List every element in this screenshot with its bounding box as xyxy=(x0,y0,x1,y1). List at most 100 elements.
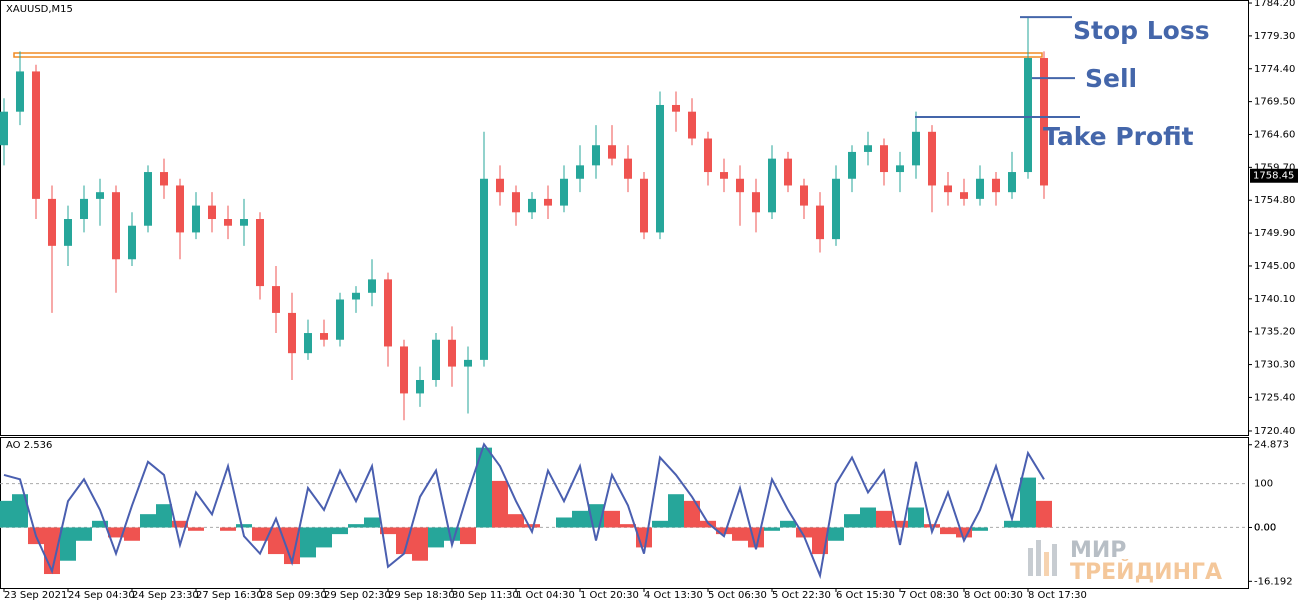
histogram-bar xyxy=(300,527,316,558)
candle-body xyxy=(48,198,56,246)
histogram-bar xyxy=(524,524,540,528)
x-tick-label: 24 Sep 04:30 xyxy=(68,590,135,600)
histogram-bar xyxy=(12,494,28,528)
x-tick-label: 1 Oct 20:30 xyxy=(580,590,639,600)
histogram-bar xyxy=(0,500,12,528)
histogram-bar xyxy=(108,527,124,538)
x-tick-label: 24 Sep 23:30 xyxy=(132,590,199,600)
candle-body xyxy=(208,205,216,220)
histogram-bar xyxy=(876,510,892,528)
watermark-icon xyxy=(1028,540,1057,576)
histogram-bar xyxy=(268,527,284,555)
candle-body xyxy=(832,178,840,240)
histogram-bar xyxy=(412,527,428,561)
current-price-label: 1758.45 xyxy=(1253,171,1294,182)
histogram-bar xyxy=(124,527,140,541)
candle-body xyxy=(1040,58,1048,186)
candle-body xyxy=(128,225,136,260)
histogram-bar xyxy=(460,527,476,545)
histogram-bar xyxy=(236,524,252,528)
annotation-text: Stop Loss xyxy=(1073,16,1210,45)
histogram-bar xyxy=(140,514,156,528)
histogram-bar xyxy=(252,527,268,541)
candle-body xyxy=(672,104,680,112)
candle-body xyxy=(240,219,248,226)
histogram-bar xyxy=(332,527,348,535)
y-tick-label: 1754.80 xyxy=(1254,195,1295,206)
histogram-bar xyxy=(396,527,412,555)
x-tick-label: 23 Sep 2021 xyxy=(4,590,67,600)
x-tick-label: 29 Sep 18:30 xyxy=(388,590,455,600)
x-tick-label: 1 Oct 04:30 xyxy=(516,590,575,600)
y-tick-label: 1735.20 xyxy=(1254,327,1295,338)
candle-body xyxy=(272,286,280,313)
candle-body xyxy=(256,219,264,287)
candle-body xyxy=(752,192,760,213)
histogram-bar xyxy=(940,527,956,535)
histogram-bar xyxy=(556,517,572,528)
candle-body xyxy=(432,339,440,380)
candle-body xyxy=(496,178,504,193)
candle-body xyxy=(80,198,88,220)
candle-body xyxy=(736,178,744,193)
y-tick-label: 1784.20 xyxy=(1254,0,1295,9)
price-level xyxy=(13,52,1043,58)
watermark-text: МИР xyxy=(1070,538,1126,563)
candle-body xyxy=(960,192,968,199)
histogram-bar xyxy=(972,527,988,531)
candle-body xyxy=(512,192,520,213)
histogram-bar xyxy=(1004,520,1020,528)
annotation-text: Sell xyxy=(1085,64,1137,93)
histogram-bar xyxy=(796,527,812,538)
indicator-title: AO 2.536 xyxy=(6,440,52,451)
y-tick-label: 1720.40 xyxy=(1254,426,1295,437)
candle-body xyxy=(384,279,392,347)
current-price-box xyxy=(1250,168,1298,183)
histogram-bar xyxy=(780,520,796,528)
candle-body xyxy=(400,346,408,394)
candle-body xyxy=(768,158,776,213)
chart-title: XAUUSD,M15 xyxy=(6,4,73,15)
histogram-bar xyxy=(684,500,700,528)
price-panel xyxy=(0,0,1249,436)
y-tick-label: 1769.50 xyxy=(1254,97,1295,108)
x-tick-label: 6 Oct 15:30 xyxy=(836,590,895,600)
histogram-bar xyxy=(508,514,524,528)
y2-tick-label: 0.00 xyxy=(1254,522,1276,533)
histogram-bar xyxy=(60,527,76,561)
y-tick-label: -16.192 xyxy=(1254,576,1293,587)
x-tick-label: 29 Sep 02:30 xyxy=(324,590,391,600)
histogram-bar xyxy=(860,507,876,528)
y-tick-label: 1730.30 xyxy=(1254,360,1295,371)
y-tick-label: 1725.40 xyxy=(1254,392,1295,403)
candle-body xyxy=(32,71,40,199)
histogram-bar xyxy=(844,514,860,528)
candle-body xyxy=(336,299,344,340)
histogram-bar xyxy=(348,524,364,528)
histogram-bar xyxy=(188,527,204,531)
histogram-bar xyxy=(428,527,444,548)
candle-body xyxy=(368,279,376,293)
candle-body xyxy=(656,104,664,233)
histogram-bar xyxy=(380,527,396,535)
y2-tick-label: 100 xyxy=(1254,479,1273,490)
candle-body xyxy=(912,131,920,166)
oscillator-line xyxy=(3,442,1045,580)
y-tick-label: 1745.00 xyxy=(1254,261,1295,272)
histogram-bar xyxy=(92,520,108,528)
candle-body xyxy=(784,158,792,186)
x-tick-label: 28 Sep 09:30 xyxy=(260,590,327,600)
candle-body xyxy=(720,172,728,179)
candle-body xyxy=(880,145,888,173)
candle-body xyxy=(576,165,584,179)
candle-body xyxy=(1008,172,1016,193)
candle-body xyxy=(864,145,872,152)
x-tick-label: 8 Oct 17:30 xyxy=(1028,590,1087,600)
candle-body xyxy=(464,359,472,367)
candle-body xyxy=(896,165,904,173)
candle-body xyxy=(944,185,952,193)
candle-body xyxy=(992,178,1000,193)
candle-body xyxy=(640,178,648,233)
candle-body xyxy=(688,111,696,139)
candle-body xyxy=(848,151,856,179)
